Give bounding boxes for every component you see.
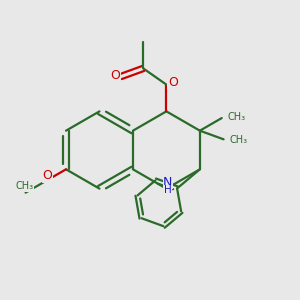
Text: O: O [42, 169, 52, 182]
Text: N: N [163, 176, 172, 189]
Text: CH₃: CH₃ [230, 135, 247, 145]
Text: CH₃: CH₃ [227, 112, 246, 122]
Text: H: H [164, 185, 172, 195]
Text: CH₃: CH₃ [15, 181, 33, 191]
Text: O: O [168, 76, 178, 89]
Text: O: O [110, 69, 120, 82]
